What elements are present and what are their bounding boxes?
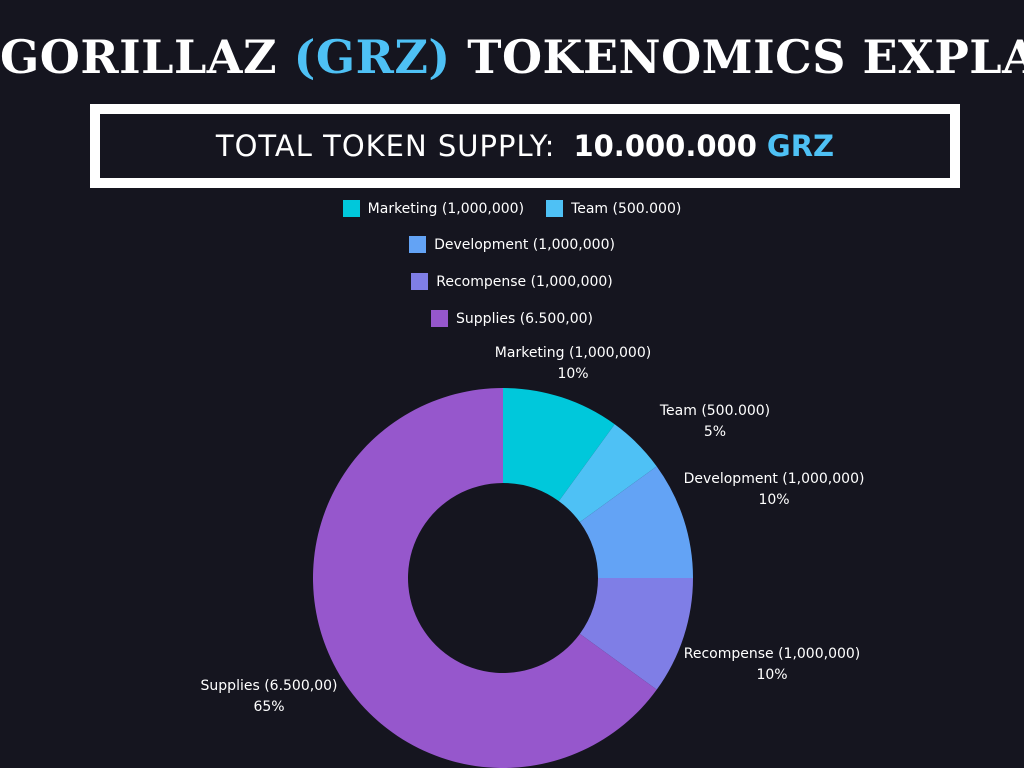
donut-slice-marketing — [503, 388, 615, 502]
slice-label-recompense: Recompense (1,000,000) — [684, 646, 861, 662]
legend-label: Supplies (6.500,00) — [456, 310, 593, 327]
donut-slice-team — [558, 424, 657, 523]
total-supply-banner: TOTAL TOKEN SUPPLY: 10.000.000 GRZ — [90, 104, 960, 188]
legend-item-marketing: Marketing (1,000,000) — [342, 200, 525, 217]
legend-row-3: Recompense (1,000,000) — [0, 273, 1024, 290]
slice-percent-recompense: 10% — [756, 667, 787, 683]
legend-label: Development (1,000,000) — [434, 236, 615, 253]
slice-percent-development: 10% — [758, 492, 789, 508]
slice-label-marketing: Marketing (1,000,000) — [495, 345, 651, 361]
legend-swatch — [546, 200, 564, 217]
slice-percent-supplies: 65% — [253, 699, 284, 715]
title-ticker: (GRZ) — [293, 30, 451, 84]
legend-row-4: Supplies (6.500,00) — [0, 310, 1024, 327]
donut-slice-supplies — [313, 388, 657, 768]
slice-percent-marketing: 10% — [557, 366, 588, 382]
legend-item-team: Team (500.000) — [546, 200, 681, 217]
title-text: GORILLAZ — [0, 30, 294, 84]
donut-slice-recompense — [579, 578, 693, 690]
legend-item-recompense: Recompense (1,000,000) — [411, 273, 613, 290]
legend-swatch — [411, 273, 429, 290]
slice-percent-team: 5% — [704, 424, 726, 440]
slice-label-supplies: Supplies (6.500,00) — [201, 678, 338, 694]
legend-row-1: Marketing (1,000,000) Team (500.000) — [0, 200, 1024, 217]
donut-slice-development — [579, 466, 693, 578]
legend-item-development: Development (1,000,000) — [409, 236, 615, 253]
legend-label: Recompense (1,000,000) — [436, 273, 613, 290]
legend-label: Team (500.000) — [571, 200, 682, 217]
page-title: GORILLAZ (GRZ) TOKENOMICS EXPLAINED — [0, 30, 1024, 84]
supply-label: TOTAL TOKEN SUPPLY: — [215, 129, 556, 163]
legend-item-supplies: Supplies (6.500,00) — [431, 310, 593, 327]
slice-label-development: Development (1,000,000) — [684, 471, 865, 487]
supply-value: 10.000.000 — [573, 129, 757, 163]
title-text-end: TOKENOMICS EXPLAINED — [467, 30, 1024, 84]
legend-swatch — [342, 200, 360, 217]
legend-row-2: Development (1,000,000) — [0, 236, 1024, 253]
legend-swatch — [409, 236, 427, 253]
supply-unit: GRZ — [766, 129, 835, 163]
slice-label-team: Team (500.000) — [659, 403, 770, 419]
legend-swatch — [431, 310, 449, 327]
legend-label: Marketing (1,000,000) — [367, 200, 525, 217]
